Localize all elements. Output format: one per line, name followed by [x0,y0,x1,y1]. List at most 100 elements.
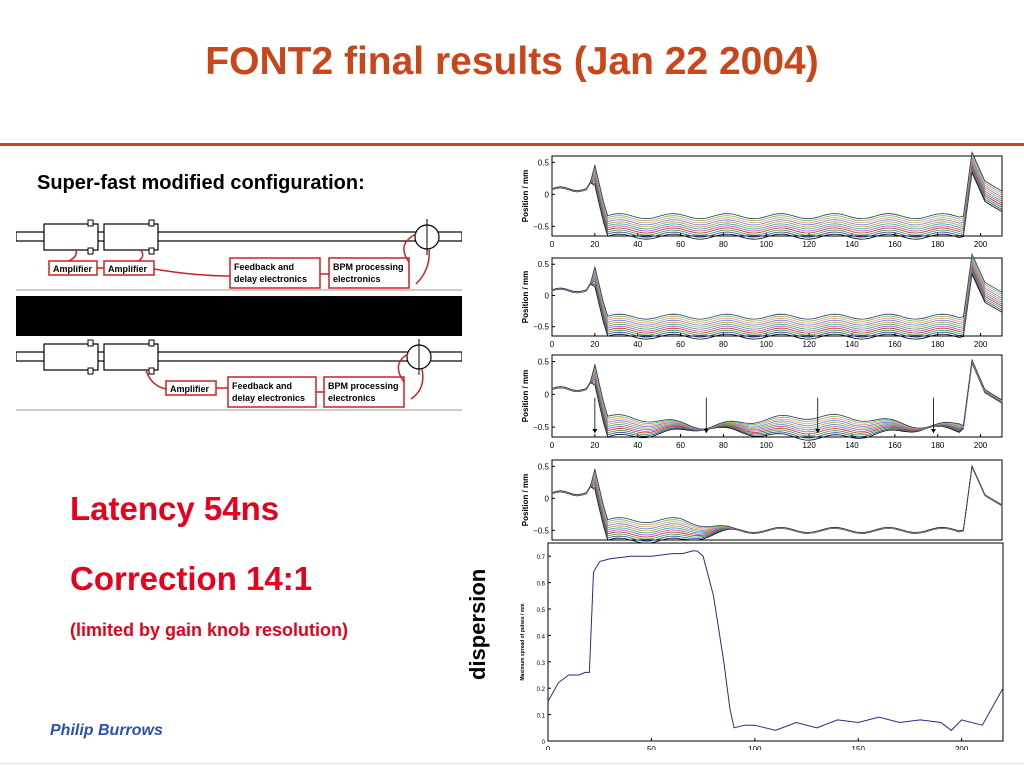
x-tick-label: 200 [974,441,988,450]
position-series-line [551,358,1003,430]
position-series-line [551,156,1003,226]
x-tick-label: 60 [676,441,685,450]
gain-note: (limited by gain knob resolution) [70,620,349,640]
y-tick-label: 0.5 [538,158,550,167]
y-tick-label: 0.7 [537,555,546,561]
x-tick-label: 200 [955,745,969,750]
y-tick-label: −0.5 [533,222,549,231]
y-tick-label: 0.3 [537,661,546,667]
x-tick-label: 40 [633,240,642,249]
x-tick-label: 20 [590,441,599,450]
kicker-box [103,223,159,251]
position-series-line [551,167,1003,236]
bpm-processing-box [328,257,410,289]
x-tick-label: 80 [719,240,728,249]
position-series-line [551,264,1003,332]
x-tick-label: 40 [633,340,642,349]
y-tick-label: 0 [545,494,550,503]
bpm-processing-label-line2: electronics [333,274,381,284]
y-tick-label: 0.5 [538,260,550,269]
page-title: FONT2 final results (Jan 22 2004) [205,40,819,83]
x-tick-label: 180 [931,340,945,349]
position-series-line [551,171,1003,240]
x-tick-label: 100 [760,340,774,349]
dispersion-label: dispersion [465,568,490,680]
amplifier-label: Amplifier [108,264,148,274]
beamline-diagram: Amplifier Amplifier Feedback and delay e… [16,219,462,411]
marker-arrowhead [592,429,598,433]
bpm-processing-label-line2: electronics [328,393,376,403]
position-series-line [551,150,1003,220]
x-tick-label: 60 [676,240,685,249]
title-divider [0,143,1024,146]
kicker-box [43,223,99,251]
position-series-line [551,162,1003,232]
position-series-line [551,270,1003,338]
x-tick-label: 60 [676,340,685,349]
x-tick-label: 0 [546,745,551,750]
correction-text: Correction 14:1 [70,560,313,597]
y-tick-label: 0.1 [537,714,546,720]
y-tick-label: 0.6 [537,582,546,588]
position-series-line [551,464,1003,533]
marker-arrowhead [703,429,709,433]
position-series-line [551,152,1003,222]
diagram-top-config: Amplifier Amplifier Feedback and delay e… [16,219,462,291]
y-tick-label: 0.4 [537,634,546,640]
position-series-line [551,158,1003,228]
position-series-line [551,154,1003,224]
feedback-box [227,376,317,408]
y-tick-label: 0.2 [537,687,546,693]
x-tick-label: 140 [845,240,859,249]
x-tick-label: 180 [931,240,945,249]
y-axis-label: Position / mm [521,370,530,422]
position-series-line [551,258,1003,326]
x-tick-label: 100 [760,441,774,450]
x-tick-label: 200 [974,240,988,249]
x-tick-label: 140 [845,340,859,349]
amplifier-label: Amplifier [170,384,210,394]
x-tick-label: 150 [852,745,866,750]
author-name: Philip Burrows [50,722,163,739]
amplifier-box [103,260,155,276]
x-tick-label: 200 [974,340,988,349]
results-plots: 0 20 40 60 80 100 120 140 160 180 2000.50−0.5Posit… [520,150,1004,750]
x-tick-label: 120 [802,240,816,249]
x-tick-label: 80 [719,340,728,349]
x-tick-label: 0 [550,441,555,450]
feedback-label-line1: Feedback and [232,381,292,391]
x-tick-label: 180 [931,441,945,450]
position-series-line [551,266,1003,334]
x-tick-label: 100 [748,745,762,750]
x-tick-label: 40 [633,441,642,450]
position-series-line [551,256,1003,324]
feedback-label-line2: delay electronics [232,393,305,403]
y-tick-label: 0 [545,291,550,300]
x-tick-label: 100 [760,240,774,249]
y-axis-label: Position / mm [521,170,530,222]
x-tick-label: 140 [845,441,859,450]
bpm-processing-label-line1: BPM processing [333,262,404,272]
x-tick-label: 0 [550,340,555,349]
position-series-line [551,252,1003,320]
marker-arrowhead [815,429,821,433]
x-tick-label: 120 [802,441,816,450]
y-axis-label: Position / mm [521,271,530,323]
black-separator-bar [16,296,462,336]
y-tick-label: −0.5 [533,323,549,332]
beam-pipe [16,351,462,362]
position-series-line [551,169,1003,238]
x-tick-label: 20 [590,240,599,249]
kicker-box [103,343,159,371]
y-axis-label: Maximum spread of pulses / mm [520,603,526,681]
bpm-processing-label-line1: BPM processing [328,381,399,391]
position-series-line [551,262,1003,330]
y-tick-label: −0.5 [533,526,549,535]
position-series-line [551,165,1003,234]
x-tick-label: 20 [590,340,599,349]
y-tick-label: 0.5 [537,608,546,614]
position-series-line [551,272,1003,340]
y-axis-label: Position / mm [521,474,530,526]
feedback-label-line2: delay electronics [234,274,307,284]
x-tick-label: 160 [888,240,902,249]
